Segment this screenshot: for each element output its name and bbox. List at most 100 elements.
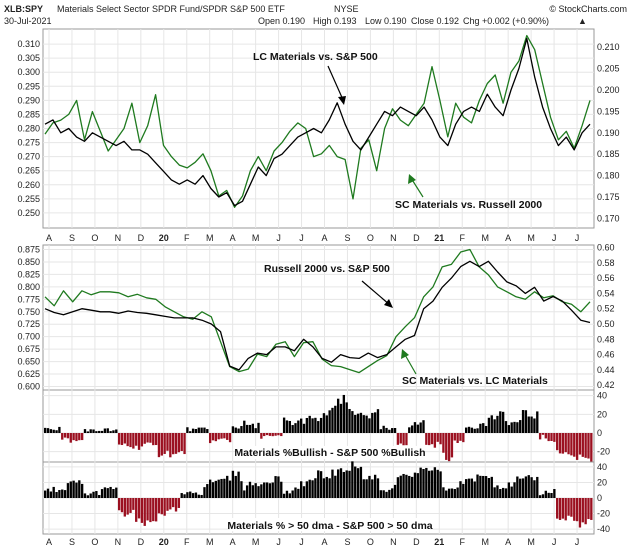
bullish-bar	[590, 433, 593, 462]
dma-bar	[345, 470, 348, 498]
dma-bar	[75, 482, 78, 498]
dma-bar	[496, 485, 499, 498]
bullish-bar	[80, 433, 84, 441]
top-series-line-black	[44, 37, 591, 207]
bullish-bar	[368, 418, 371, 433]
bullish-bar	[157, 433, 161, 458]
bullish-bar	[254, 428, 257, 433]
dma-right-tick: 20	[597, 477, 607, 487]
bullish-bar	[257, 422, 260, 433]
dma-bar	[590, 498, 593, 520]
bullish-bar	[169, 433, 172, 458]
dma-bar	[487, 478, 491, 498]
bullish-bar	[408, 427, 411, 433]
x-top-tick-label: S	[69, 233, 75, 243]
bullish-right-tick: 40	[597, 391, 607, 401]
top-left-tick: 0.285	[17, 109, 40, 119]
x-top-tick-label: M	[527, 233, 535, 243]
bullish-bar	[479, 423, 482, 433]
dma-right-tick: 0	[597, 493, 602, 503]
bullish-bar	[154, 433, 158, 446]
dma-bar	[484, 476, 488, 498]
dma-bar	[408, 475, 411, 498]
dma-bar	[533, 480, 536, 498]
dma-bar	[302, 486, 306, 498]
dma-bar	[447, 488, 451, 498]
bullish-bar	[95, 431, 98, 433]
bullish-bar	[365, 415, 368, 433]
bullish-bar	[538, 433, 542, 440]
top-left-tick: 0.300	[17, 67, 40, 77]
bullish-bar	[507, 425, 510, 433]
dma-bar	[265, 482, 269, 498]
dma-bar	[92, 491, 95, 498]
bullish-bar	[467, 426, 471, 433]
bullish-bar	[376, 409, 380, 433]
bullish-bar	[120, 433, 124, 446]
dma-bar	[428, 470, 431, 498]
mid-left-tick: 0.875	[17, 244, 40, 254]
bullish-bar	[186, 427, 189, 433]
annotation-russell-sp: Russell 2000 vs. S&P 500	[264, 263, 390, 275]
mid-left-tick: 0.750	[17, 307, 40, 317]
dma-bar	[538, 495, 542, 498]
bullish-bar	[200, 427, 203, 433]
dma-bar	[300, 481, 303, 498]
bullish-bar	[339, 403, 343, 433]
bullish-bar	[433, 433, 437, 448]
dma-bar	[83, 493, 87, 498]
dma-bar	[49, 491, 53, 498]
bullish-bar	[541, 433, 545, 435]
bullish-bar	[300, 418, 303, 433]
dma-bar	[237, 471, 240, 498]
x-bottom-tick-label: A	[505, 537, 511, 547]
dma-bar	[504, 488, 508, 498]
dma-bar	[126, 498, 129, 515]
mid-right-tick: 0.42	[597, 380, 615, 390]
change-up-arrow-icon: ▲	[578, 16, 587, 26]
bullish-right-tick: -20	[597, 447, 610, 457]
bullish-bar	[513, 421, 516, 433]
bullish-bar	[371, 412, 374, 433]
bullish-bar	[325, 415, 328, 433]
dma-bar	[208, 479, 212, 498]
annotation-sc-lc: SC Materials vs. LC Materials	[402, 375, 548, 387]
bullish-bar	[117, 433, 121, 445]
dma-bar	[479, 475, 482, 498]
dma-bar	[473, 481, 476, 498]
bullish-bar	[103, 428, 107, 433]
bullish-bar	[172, 433, 175, 455]
x-bottom-tick-label: N	[115, 537, 122, 547]
dma-bar	[581, 498, 584, 523]
top-right-tick: 0.205	[597, 64, 620, 74]
bullish-bar	[274, 433, 277, 436]
dma-bar	[516, 476, 519, 498]
bullish-bar	[487, 417, 491, 433]
x-bottom-tick-label: S	[69, 537, 75, 547]
bullish-title-bg	[240, 446, 420, 459]
bullish-bar	[297, 420, 300, 433]
bullish-bar	[328, 410, 331, 433]
bullish-bar	[359, 412, 363, 433]
dma-bar	[467, 478, 471, 498]
bullish-bar	[575, 433, 579, 460]
dma-bar	[58, 490, 61, 498]
dma-bar	[95, 491, 98, 498]
top-left-tick: 0.265	[17, 166, 40, 176]
top-left-tick: 0.260	[17, 180, 40, 190]
bullish-bar	[322, 413, 326, 433]
dma-bar	[416, 473, 419, 498]
dma-bar	[297, 488, 300, 498]
bullish-bar	[442, 433, 445, 453]
dma-bar	[371, 479, 374, 498]
dma-bar	[396, 477, 400, 498]
dma-bar	[430, 470, 434, 498]
bullish-bar	[265, 433, 269, 436]
dma-bar	[157, 498, 161, 514]
dma-bar	[140, 498, 144, 523]
dma-bar	[189, 491, 192, 498]
x-top-tick-label: N	[115, 233, 122, 243]
dma-bar	[100, 489, 104, 498]
bullish-bar	[61, 433, 64, 440]
